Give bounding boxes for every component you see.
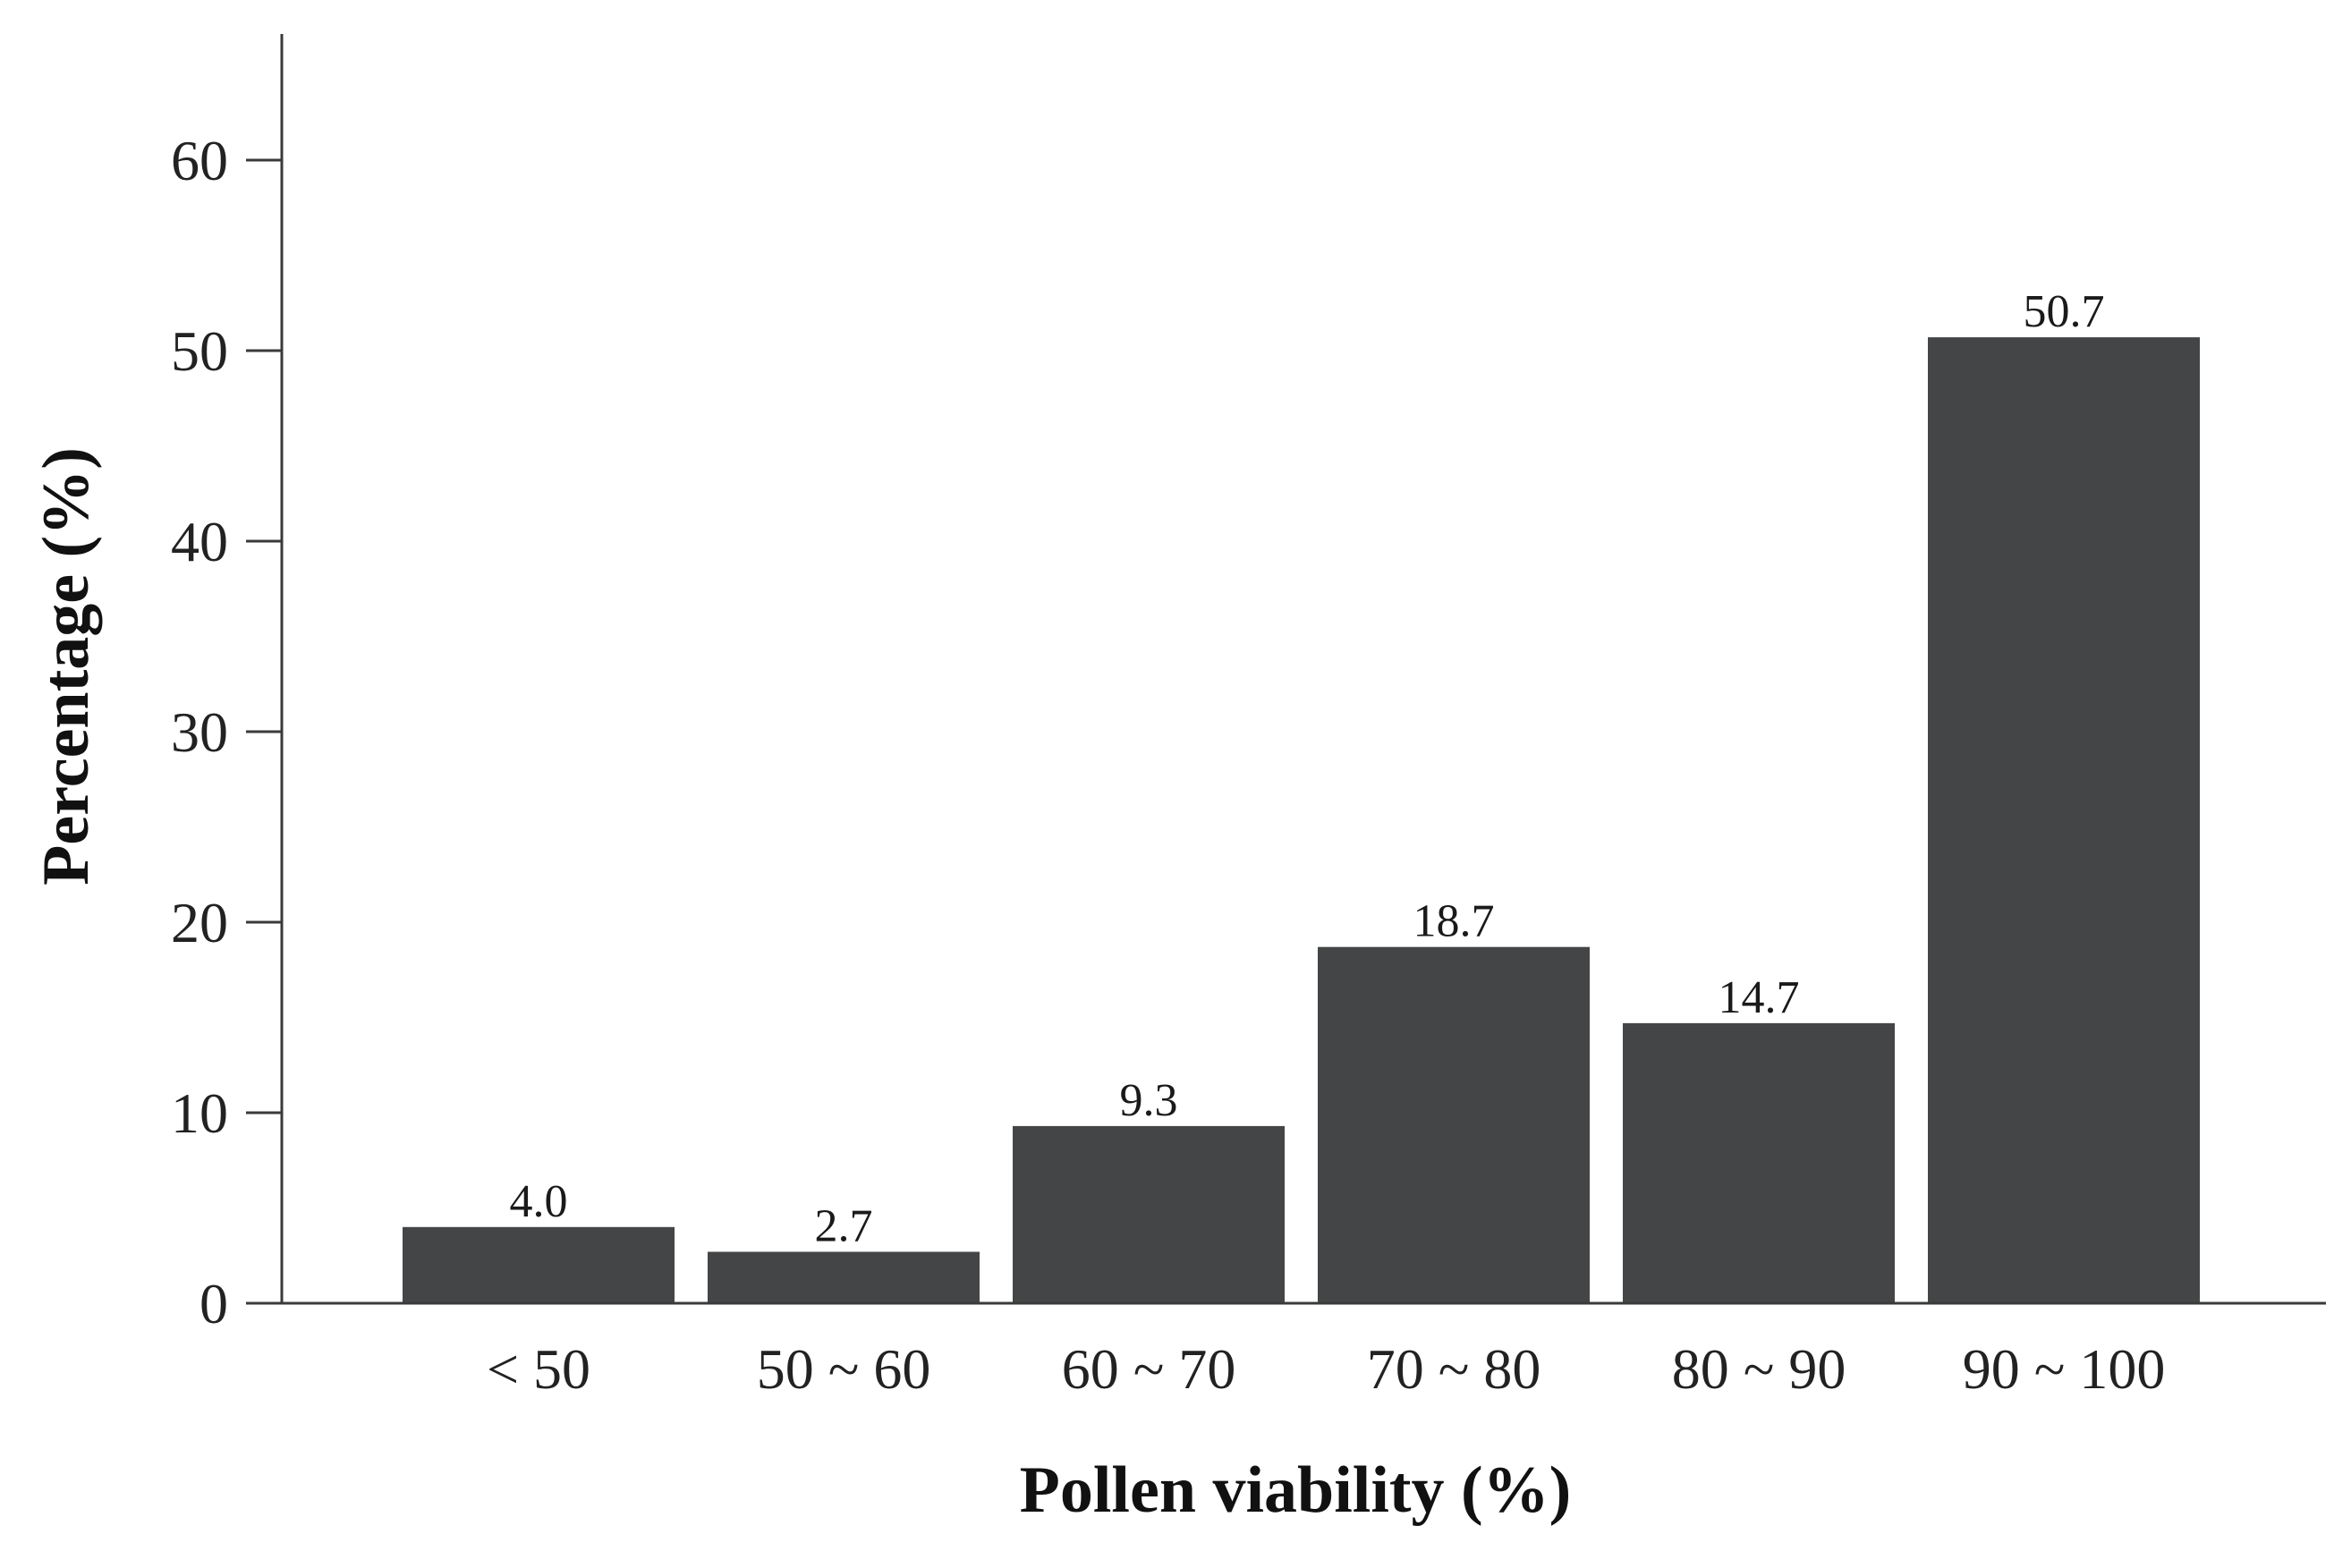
bar (1013, 1125, 1285, 1303)
bar-value-label: 4.0 (510, 1176, 568, 1227)
y-axis-ticks: 0 10 20 30 40 50 60 (171, 129, 282, 1335)
x-tick-label: < 50 (487, 1337, 590, 1401)
bar (708, 1251, 980, 1303)
bar-value-label: 2.7 (815, 1200, 873, 1251)
y-tick-label: 60 (171, 129, 228, 192)
y-axis-title: Percentage (%) (30, 447, 103, 886)
y-tick-label: 10 (171, 1081, 228, 1145)
y-tick-label: 20 (171, 891, 228, 954)
bar (1318, 946, 1590, 1303)
y-tick-label: 40 (171, 510, 228, 573)
bar-value-label: 14.7 (1719, 972, 1800, 1023)
bar-value-label: 50.7 (2024, 286, 2105, 337)
x-tick-label: 70 ~ 80 (1367, 1337, 1541, 1401)
bar-value-label: 18.7 (1413, 896, 1495, 947)
bar (1928, 337, 2200, 1304)
bar (403, 1226, 675, 1303)
bar (1623, 1022, 1895, 1303)
y-tick-label: 30 (171, 700, 228, 764)
x-axis-title: Pollen viability (%) (1020, 1454, 1572, 1527)
y-tick-label: 50 (171, 319, 228, 383)
x-axis-tick-labels: < 50 50 ~ 60 60 ~ 70 70 ~ 80 80 ~ 90 90 ~ 100 (487, 1337, 2165, 1401)
data-labels-group: 4.0 2.7 9.3 18.7 14.7 50.7 (510, 286, 2105, 1251)
x-tick-label: 60 ~ 70 (1062, 1337, 1236, 1401)
bar-value-label: 9.3 (1120, 1075, 1178, 1126)
x-tick-label: 50 ~ 60 (757, 1337, 931, 1401)
x-tick-label: 80 ~ 90 (1672, 1337, 1846, 1401)
y-tick-label: 0 (199, 1272, 228, 1335)
bars-group (403, 337, 2200, 1304)
x-tick-label: 90 ~ 100 (1963, 1337, 2166, 1401)
